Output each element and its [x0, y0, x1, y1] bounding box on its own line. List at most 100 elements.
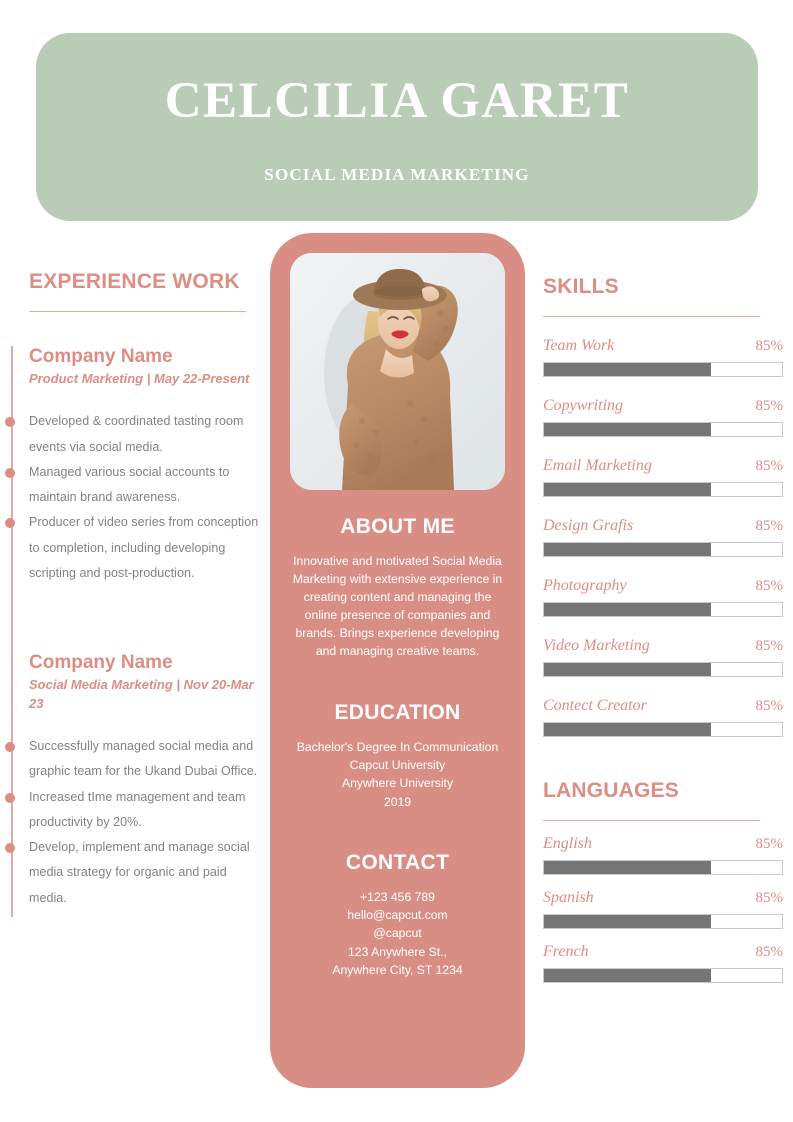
- timeline-dot-icon: [5, 518, 15, 529]
- skill-label: Design Grafis: [543, 517, 634, 534]
- progress-bar-fill: [544, 663, 711, 676]
- experience-entry: Company Name Social Media Marketing | Nov…: [0, 652, 262, 911]
- timeline-dot-icon: [5, 417, 15, 428]
- progress-bar: [543, 662, 783, 677]
- timeline-dot-icon: [5, 742, 15, 753]
- text-line: Bachelor's Degree In Communication: [296, 739, 499, 754]
- percent-label: 85%: [755, 698, 784, 714]
- progress-bar-fill: [544, 969, 711, 982]
- company-name: Company Name: [29, 346, 173, 367]
- education-lines: Bachelor's Degree In Communication Capcut…: [270, 738, 525, 811]
- progress-bar-fill: [544, 423, 711, 436]
- skill-label: Email Marketing: [543, 457, 652, 474]
- percent-label: 85%: [755, 518, 784, 534]
- skills-divider: [543, 316, 760, 317]
- text-line: 123 Anywhere St.,: [348, 944, 447, 959]
- label-row: English 85%: [543, 835, 783, 853]
- label-row: Photography 85%: [543, 577, 783, 595]
- text-line: Capcut University: [349, 757, 446, 772]
- progress-bar: [543, 860, 783, 875]
- list-item: Developed & coordinated tasting room eve…: [5, 409, 262, 460]
- percent-label: 85%: [755, 890, 784, 906]
- skills-column: SKILLS Team Work 85% Copywriting 85% Email M…: [543, 275, 783, 983]
- language-item: Spanish 85%: [543, 889, 783, 929]
- bullet-list: Successfully managed social media and gr…: [5, 734, 262, 911]
- percent-label: 85%: [755, 836, 784, 852]
- skill-item: Email Marketing 85%: [543, 457, 783, 497]
- skill-label: Team Work: [543, 337, 615, 354]
- progress-bar-fill: [544, 603, 711, 616]
- experience-timeline: Company Name Product Marketing | May 22-P…: [0, 346, 262, 917]
- list-item: Producer of video series from conception…: [5, 510, 262, 586]
- header-subtitle: SOCIAL MEDIA MARKETING: [264, 164, 530, 184]
- company-name: Company Name: [29, 652, 173, 673]
- progress-bar: [543, 422, 783, 437]
- progress-bar: [543, 968, 783, 983]
- bullet-list: Developed & coordinated tasting room eve…: [5, 409, 262, 586]
- list-item: Develop, implement and manage social med…: [5, 835, 262, 911]
- skill-item: Video Marketing 85%: [543, 637, 783, 677]
- timeline-dot-icon: [5, 467, 15, 478]
- label-row: Copywriting 85%: [543, 397, 783, 415]
- label-row: Email Marketing 85%: [543, 457, 783, 475]
- language-label: Spanish: [543, 889, 594, 906]
- skill-label: Photography: [543, 577, 627, 594]
- skills-section-title: SKILLS: [543, 275, 619, 298]
- skill-label: Video Marketing: [543, 637, 650, 654]
- progress-bar: [543, 914, 783, 929]
- skill-item: Copywriting 85%: [543, 397, 783, 437]
- progress-bar: [543, 722, 783, 737]
- progress-bar-fill: [544, 861, 711, 874]
- education-title: EDUCATION: [334, 700, 461, 724]
- list-item: Managed various social accounts to maint…: [5, 460, 262, 511]
- experience-column: EXPERIENCE WORK Company Name Product Mark…: [0, 270, 262, 917]
- language-item: French 85%: [543, 943, 783, 983]
- label-row: Team Work 85%: [543, 337, 783, 355]
- percent-label: 85%: [755, 398, 784, 414]
- skill-item: Contect Creator 85%: [543, 697, 783, 737]
- text-line: Anywhere City, ST 1234: [332, 963, 463, 977]
- skill-label: Copywriting: [543, 397, 624, 414]
- timeline-line: [11, 346, 13, 917]
- text-line: 2019: [383, 794, 412, 809]
- text-line: +123 456 789: [360, 889, 435, 904]
- progress-bar-fill: [544, 723, 711, 736]
- language-label: English: [543, 835, 592, 852]
- contact-title: CONTACT: [345, 850, 450, 874]
- percent-label: 85%: [755, 578, 784, 594]
- percent-label: 85%: [755, 944, 784, 960]
- job-role-dates: Product Marketing | May 22-Present: [29, 371, 250, 387]
- avatar: [290, 253, 505, 490]
- list-item: Successfully managed social media and gr…: [5, 734, 262, 785]
- job-role-dates: Social Media Marketing | Nov 20-Mar 23: [29, 677, 254, 712]
- progress-bar: [543, 602, 783, 617]
- list-item: Increased tIme management and team produ…: [5, 785, 262, 836]
- experience-divider: [29, 311, 246, 312]
- label-row: French 85%: [543, 943, 783, 961]
- skill-label: Contect Creator: [543, 697, 647, 714]
- languages-section-title: LANGUAGES: [543, 779, 679, 802]
- text-line: @capcut: [373, 926, 422, 941]
- about-title: ABOUT ME: [340, 515, 455, 538]
- label-row: Video Marketing 85%: [543, 637, 783, 655]
- percent-label: 85%: [755, 638, 784, 654]
- language-label: French: [543, 943, 589, 960]
- skill-item: Photography 85%: [543, 577, 783, 617]
- page-title: CELCILIA GARET: [164, 72, 630, 129]
- skill-item: Design Grafis 85%: [543, 517, 783, 557]
- text-line: Anywhere University: [341, 776, 454, 791]
- percent-label: 85%: [755, 338, 784, 354]
- experience-entry: Company Name Product Marketing | May 22-P…: [0, 346, 262, 586]
- progress-bar: [543, 542, 783, 557]
- label-row: Contect Creator 85%: [543, 697, 783, 715]
- timeline-dot-icon: [5, 792, 15, 803]
- panel-content: ABOUT ME Innovative and motivated Social…: [270, 515, 525, 979]
- header-banner: CELCILIA GARET SOCIAL MEDIA MARKETING: [36, 33, 758, 221]
- experience-section-title: EXPERIENCE WORK: [29, 270, 240, 293]
- about-text: Innovative and motivated Social Media Ma…: [292, 554, 503, 658]
- languages-divider: [543, 820, 760, 821]
- portrait-photo-icon: [290, 253, 505, 490]
- profile-panel: ABOUT ME Innovative and motivated Social…: [270, 233, 525, 1088]
- progress-bar-fill: [544, 915, 711, 928]
- label-row: Design Grafis 85%: [543, 517, 783, 535]
